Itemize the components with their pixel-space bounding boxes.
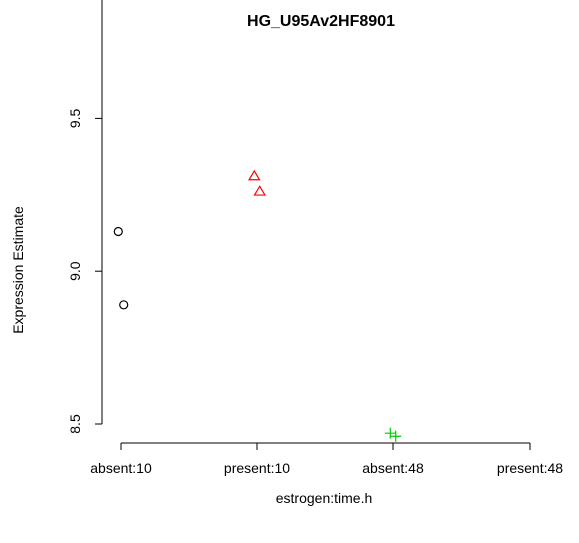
y-tick-label: 8.5 (67, 414, 83, 434)
x-tick-label: absent:10 (90, 460, 152, 476)
x-axis-label: estrogen:time.h (276, 490, 373, 506)
y-tick-label: 9.0 (67, 261, 83, 281)
x-axis: absent:10 present:10 absent:48 present:48 (90, 442, 563, 476)
y-tick-label: 9.5 (67, 108, 83, 128)
point-circle (119, 300, 129, 310)
x-tick-label: absent:48 (362, 460, 424, 476)
chart-title: HG_U95Av2HF8901 (247, 13, 395, 30)
point-circle (113, 226, 123, 237)
point-plus (384, 427, 396, 439)
point-triangle (248, 169, 261, 181)
point-plus (390, 430, 402, 442)
y-axis: 8.59.09.510.010.5 (67, 0, 103, 434)
point-triangle (253, 185, 266, 196)
data-points (113, 169, 402, 442)
x-tick-label: present:48 (497, 460, 563, 476)
y-axis-label: Expression Estimate (10, 206, 26, 334)
x-tick-label: present:10 (224, 460, 290, 476)
